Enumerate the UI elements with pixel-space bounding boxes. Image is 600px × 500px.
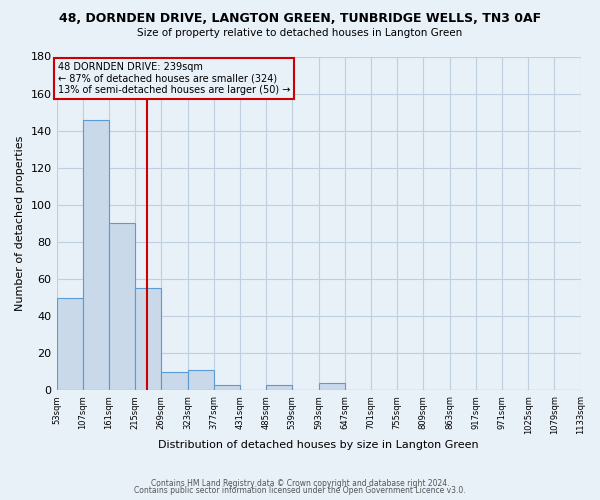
Bar	[83, 120, 109, 390]
Bar	[188, 370, 214, 390]
X-axis label: Distribution of detached houses by size in Langton Green: Distribution of detached houses by size …	[158, 440, 479, 450]
Bar	[214, 385, 240, 390]
Text: Contains public sector information licensed under the Open Government Licence v3: Contains public sector information licen…	[134, 486, 466, 495]
Bar	[319, 383, 345, 390]
Bar	[161, 372, 188, 390]
Bar	[109, 224, 135, 390]
Bar	[135, 288, 161, 390]
Text: Contains HM Land Registry data © Crown copyright and database right 2024.: Contains HM Land Registry data © Crown c…	[151, 478, 449, 488]
Bar	[266, 385, 292, 390]
Y-axis label: Number of detached properties: Number of detached properties	[15, 136, 25, 311]
Text: 48 DORNDEN DRIVE: 239sqm
← 87% of detached houses are smaller (324)
13% of semi-: 48 DORNDEN DRIVE: 239sqm ← 87% of detach…	[58, 62, 290, 96]
Text: 48, DORNDEN DRIVE, LANGTON GREEN, TUNBRIDGE WELLS, TN3 0AF: 48, DORNDEN DRIVE, LANGTON GREEN, TUNBRI…	[59, 12, 541, 26]
Text: Size of property relative to detached houses in Langton Green: Size of property relative to detached ho…	[137, 28, 463, 38]
Bar	[56, 298, 83, 390]
